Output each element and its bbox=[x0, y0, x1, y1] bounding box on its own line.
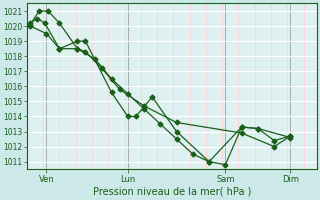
X-axis label: Pression niveau de la mer( hPa ): Pression niveau de la mer( hPa ) bbox=[92, 187, 251, 197]
